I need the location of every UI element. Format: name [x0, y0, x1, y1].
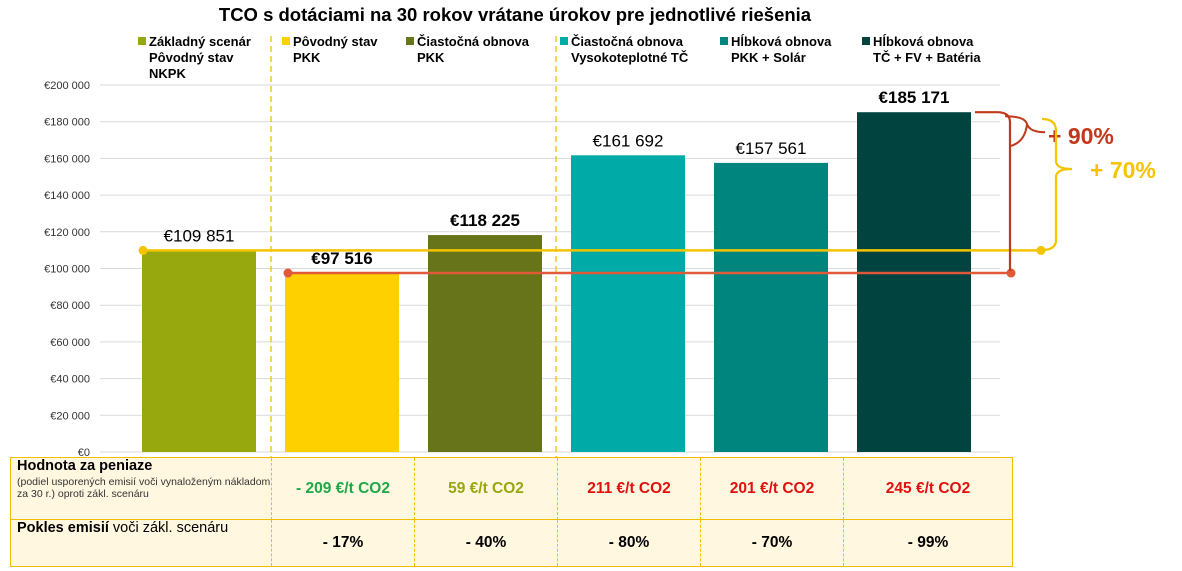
y-tick-label: €60 000	[50, 337, 90, 349]
legend-item-3: Čiastočná obnova PKK	[406, 34, 529, 66]
legend-swatch-4	[560, 37, 568, 45]
row-label-emission-drop: Pokles emisií voči zákl. scenáru	[11, 520, 272, 566]
value-for-money-cell: 201 €/t CO2	[701, 458, 844, 520]
summary-table: Hodnota za peniaze (podiel usporených em…	[10, 457, 1013, 567]
y-tick-label: €100 000	[44, 264, 90, 276]
legend-item-5: Hĺbková obnova PKK + Solár	[720, 34, 831, 66]
value-for-money-value: 59 €/t CO2	[448, 479, 524, 497]
y-tick-label: €120 000	[44, 227, 90, 239]
legend-label-3a: Čiastočná obnova	[417, 34, 529, 49]
value-for-money-cell: 245 €/t CO2	[844, 458, 1012, 520]
annotation-plus70: + 70%	[1090, 157, 1156, 183]
bracket-plus90-brace	[1004, 115, 1046, 148]
emission-drop-cell: - 99%	[844, 520, 1012, 566]
bar-value-label: €97 516	[311, 249, 372, 268]
legend-label-1a: Základný scenár	[149, 34, 251, 49]
legend-label-4a: Čiastočná obnova	[571, 34, 683, 49]
tco-bar-chart: €0 €20 000 €40 000 €60 000 €80 000 €100 000 €1…	[44, 36, 1156, 459]
bar-value-label: €109 851	[164, 226, 235, 245]
emission-drop-value: - 99%	[907, 534, 949, 551]
pkk-reference-dot	[283, 268, 293, 278]
value-for-money-value: 211 €/t CO2	[587, 479, 671, 497]
bracket-plus90	[975, 111, 1012, 272]
emission-drop-value: - 80%	[608, 534, 650, 551]
y-tick-label: €180 000	[44, 117, 90, 129]
value-for-money-sublabel: (podiel usporených emisií voči vynaložen…	[17, 476, 271, 500]
value-for-money-cell: 211 €/t CO2	[558, 458, 701, 520]
emission-drop-cell: - 17%	[272, 520, 415, 566]
bar	[714, 162, 828, 453]
emission-drop-label: Pokles emisií	[17, 520, 109, 536]
legend-swatch-5	[720, 37, 728, 45]
emission-drop-value: - 70%	[751, 534, 793, 551]
y-tick-label: €160 000	[44, 153, 90, 165]
bar	[857, 112, 971, 452]
value-for-money-value: 245 €/t CO2	[885, 479, 971, 497]
emission-drop-label-rest: voči zákl. scenáru	[108, 520, 229, 536]
chart-title: TCO s dotáciami na 30 rokov vrátane úrok…	[218, 4, 812, 25]
bar	[428, 235, 542, 452]
bracket-plus70-brace	[1041, 117, 1073, 252]
legend-label-1b: Pôvodný stav NKPK	[149, 50, 234, 81]
value-for-money-value: - 209 €/t CO2	[296, 479, 390, 497]
legend-item-6: Hĺbková obnova TČ + FV + Batéria	[862, 34, 981, 66]
legend-swatch-6	[862, 37, 870, 45]
legend-label-2a: Pôvodný stav	[293, 34, 378, 49]
y-tick-label: €200 000	[44, 80, 90, 92]
legend-label-3b: PKK	[417, 50, 445, 65]
legend-label-6b: TČ + FV + Batéria	[873, 50, 981, 65]
legend-item-4: Čiastočná obnova Vysokoteplotné TČ	[560, 34, 688, 66]
emission-drop-cell: - 70%	[701, 520, 844, 566]
value-for-money-label: Hodnota za peniaze	[17, 458, 153, 474]
y-tick-label: €20 000	[50, 410, 90, 422]
emission-drop-value: - 40%	[465, 534, 507, 551]
emission-drop-cell: - 80%	[558, 520, 701, 566]
legend-swatch-3	[406, 37, 414, 45]
legend-label-4b: Vysokoteplotné TČ	[571, 50, 689, 65]
y-tick-label: €140 000	[44, 190, 90, 202]
value-for-money-cell: - 209 €/t CO2	[272, 458, 415, 520]
baseline-reference-dot	[138, 245, 148, 255]
value-for-money-cell: 59 €/t CO2	[415, 458, 558, 520]
bar	[142, 250, 256, 452]
bar-value-label: €161 692	[593, 131, 664, 150]
value-for-money-value: 201 €/t CO2	[729, 479, 815, 497]
legend-item-1: Základný scenár Pôvodný stav NKPK	[138, 34, 251, 82]
legend-swatch-2	[282, 37, 290, 45]
bar	[571, 155, 685, 453]
legend-label-5a: Hĺbková obnova	[731, 34, 832, 49]
y-tick-label: €80 000	[50, 300, 90, 312]
bar-value-label: €185 171	[879, 88, 950, 107]
bar-value-label: €118 225	[450, 211, 520, 230]
bar-value-label: €157 561	[736, 139, 807, 158]
row-label-value-for-money: Hodnota za peniaze (podiel usporených em…	[11, 458, 272, 520]
legend-label-6a: Hĺbková obnova	[873, 34, 974, 49]
bar	[285, 273, 399, 452]
legend-item-2: Pôvodný stav PKK	[282, 34, 378, 66]
legend-swatch-1	[138, 37, 146, 45]
emission-drop-value: - 17%	[322, 534, 364, 551]
y-tick-label: €40 000	[50, 374, 90, 386]
baseline-reference-dot	[1036, 245, 1046, 255]
annotation-plus90: + 90%	[1048, 123, 1114, 149]
pkk-reference-dot	[1006, 268, 1016, 278]
legend-label-2b: PKK	[293, 50, 321, 65]
legend-label-5b: PKK + Solár	[731, 50, 806, 65]
y-tick-label: €0	[78, 447, 90, 459]
emission-drop-cell: - 40%	[415, 520, 558, 566]
